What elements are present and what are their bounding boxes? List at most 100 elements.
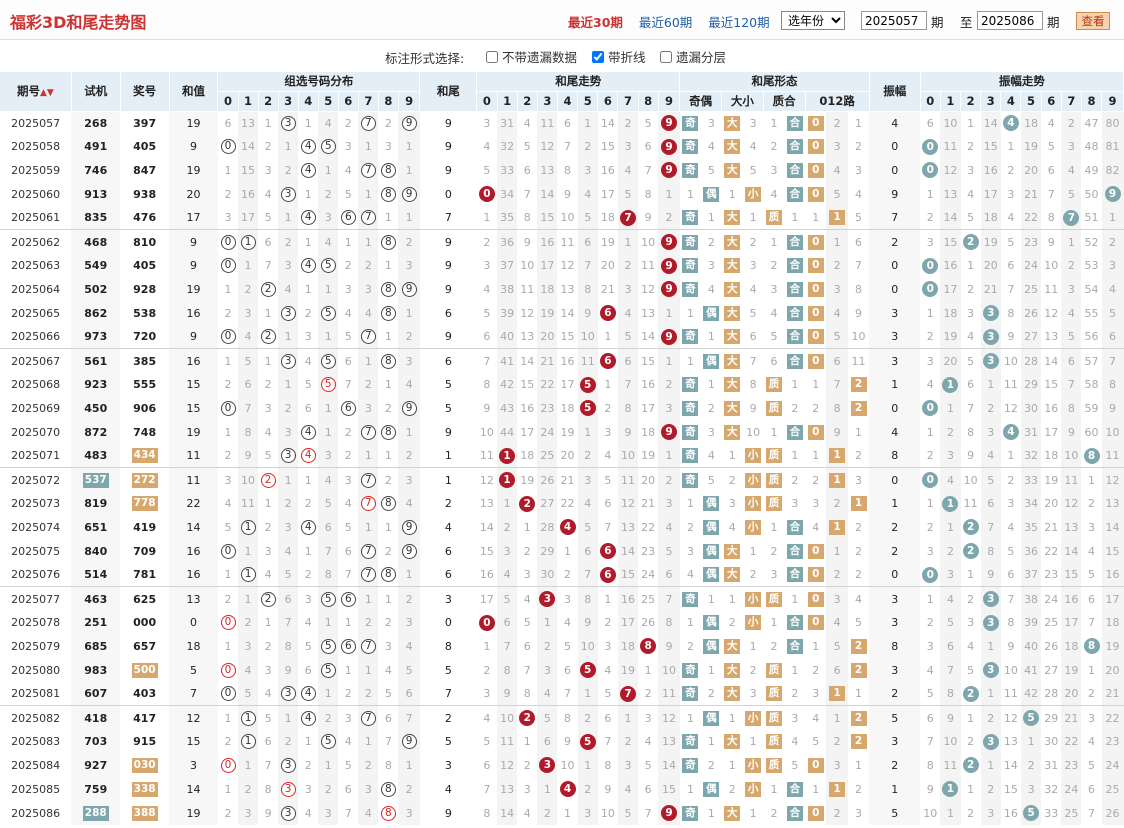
draw-cell: 500 [120,658,169,682]
form-mark: 偶 [701,777,722,802]
option-no-missing-checkbox[interactable] [486,50,498,63]
form-miss: 5 [791,758,799,772]
dist-miss: 1 [304,116,312,130]
table-row: 2025057 268 397 19 6 13 1 3 1 4 2 7 2 9 9 3 31 4 11 6 1 14 2 5 9… [0,111,1124,135]
dist-miss: 5 [238,348,259,373]
form-badge: 合 [786,281,803,297]
dist-digit-header: 2 [258,91,279,112]
tail-mark: 9 [658,277,680,302]
dist-miss: 2 [398,444,420,468]
dist-mark: 7 [358,705,379,730]
amp-ball: 2 [962,234,979,251]
tail-miss: 3 [658,491,680,516]
draw-cell: 555 [133,378,157,392]
tail-mark: 9 [658,420,680,445]
option-polyline[interactable]: 带折线 [592,47,646,66]
amp-miss: 7 [1000,586,1021,611]
range-30-link[interactable]: 最近30期 [568,15,623,30]
tail-miss: 14 [641,330,656,344]
form-badge: 小 [745,781,762,797]
dist-miss: 2 [224,735,232,749]
amp-miss: 20 [1101,658,1124,683]
amp-miss: 10 [1000,348,1021,373]
table-row: 2025058 491 405 9 0 14 2 1 4 5 3 1 3 1 9 4 32 5 12 7 2 15 3 6 9 奇… [0,134,1124,159]
amp-miss: 2 [1088,497,1096,511]
form-miss: 1 [770,425,778,439]
amp-miss: 1 [967,568,975,582]
dist-mark: 7 [358,467,379,492]
test-cell: 268 [71,111,121,135]
option-layered[interactable]: 遗漏分层 [660,47,726,66]
amp-ball: 2 [962,757,979,774]
tail-miss: 1 [483,211,491,225]
form-mark: 合 [784,134,806,159]
tail-miss: 8 [497,658,518,683]
route-miss: 2 [855,449,863,463]
sort-arrows-icon[interactable]: ▲▼ [39,88,54,99]
tail-miss: 18 [560,401,575,415]
to-issue-input[interactable] [977,11,1043,30]
tail-miss: 15 [638,348,659,373]
amp-miss: 14 [1101,515,1124,540]
dist-miss: 2 [398,229,420,254]
amp-mark: 2 [960,515,981,540]
query-button[interactable]: 查看 [1076,12,1110,30]
tail-miss: 8 [577,277,598,302]
tail-miss: 1 [617,229,639,254]
dist-circle: 1 [240,519,256,535]
amp-miss: 10 [1061,444,1082,468]
option-no-missing[interactable]: 不带遗漏数据 [486,47,577,66]
amp-cell: 0 [869,396,921,421]
sum-cell: 14 [169,515,218,540]
dist-miss: 3 [264,401,272,415]
dist-miss: 5 [264,449,272,463]
form-miss: 2 [770,639,778,653]
form-badge: 质 [765,472,782,488]
tail-miss: 14 [560,306,575,320]
dist-circle: 7 [360,567,376,583]
amp-miss: 8 [1047,211,1055,225]
dist-circle: 0 [220,139,236,155]
amp-digit-header: 8 [1081,91,1103,112]
form-miss: 3 [749,687,757,701]
tail-miss: 7 [644,163,652,177]
tail-miss: 12 [520,306,535,320]
tail-miss: 4 [604,449,612,463]
test-cell: 651 [71,515,121,540]
tail-miss: 24 [537,420,558,445]
option-layered-checkbox[interactable] [660,50,672,63]
form-badge: 大 [724,377,741,393]
amp-miss: 18 [980,206,1001,230]
tail-miss: 17 [476,586,497,611]
dist-miss: 3 [264,663,272,677]
amp-miss: 56 [1084,330,1099,344]
tail-miss: 2 [497,515,518,540]
amp-mark: 5 [1020,801,1042,825]
from-issue-input[interactable] [861,11,927,30]
tail-mark: 3 [537,586,558,611]
test-cell: 502 [71,277,121,302]
range-120-link[interactable]: 最近120期 [708,15,770,30]
tail-miss: 2 [658,467,680,492]
amp-miss: 13 [1044,330,1059,344]
dist-miss: 4 [304,616,312,630]
amp-miss: 3 [940,444,961,468]
form-mark: 小 [742,610,764,635]
dist-miss: 3 [398,467,420,492]
amp-miss: 1 [1007,449,1015,463]
amp-miss: 1 [967,782,975,796]
issue-header[interactable]: 期号▲▼ [0,72,72,112]
tail-miss: 3 [658,396,680,421]
tail-miss: 4 [577,491,598,516]
form-badge: 大 [724,400,741,416]
option-polyline-checkbox[interactable] [592,50,604,63]
year-select[interactable]: 选年份 [781,11,845,30]
amp-cell: 9 [869,182,921,207]
table-row: 2025065 862 538 16 2 3 1 3 2 5 4 4 8 1 6 5 39 12 19 14 9 6 4 13… [0,301,1124,326]
amp-miss: 2 [1020,753,1042,778]
amp-cell: 2 [869,682,921,706]
tail-miss: 27 [537,491,558,516]
draw-cell: 417 [120,705,170,730]
range-60-link[interactable]: 最近60期 [638,15,693,30]
tail-miss: 3 [483,259,491,273]
